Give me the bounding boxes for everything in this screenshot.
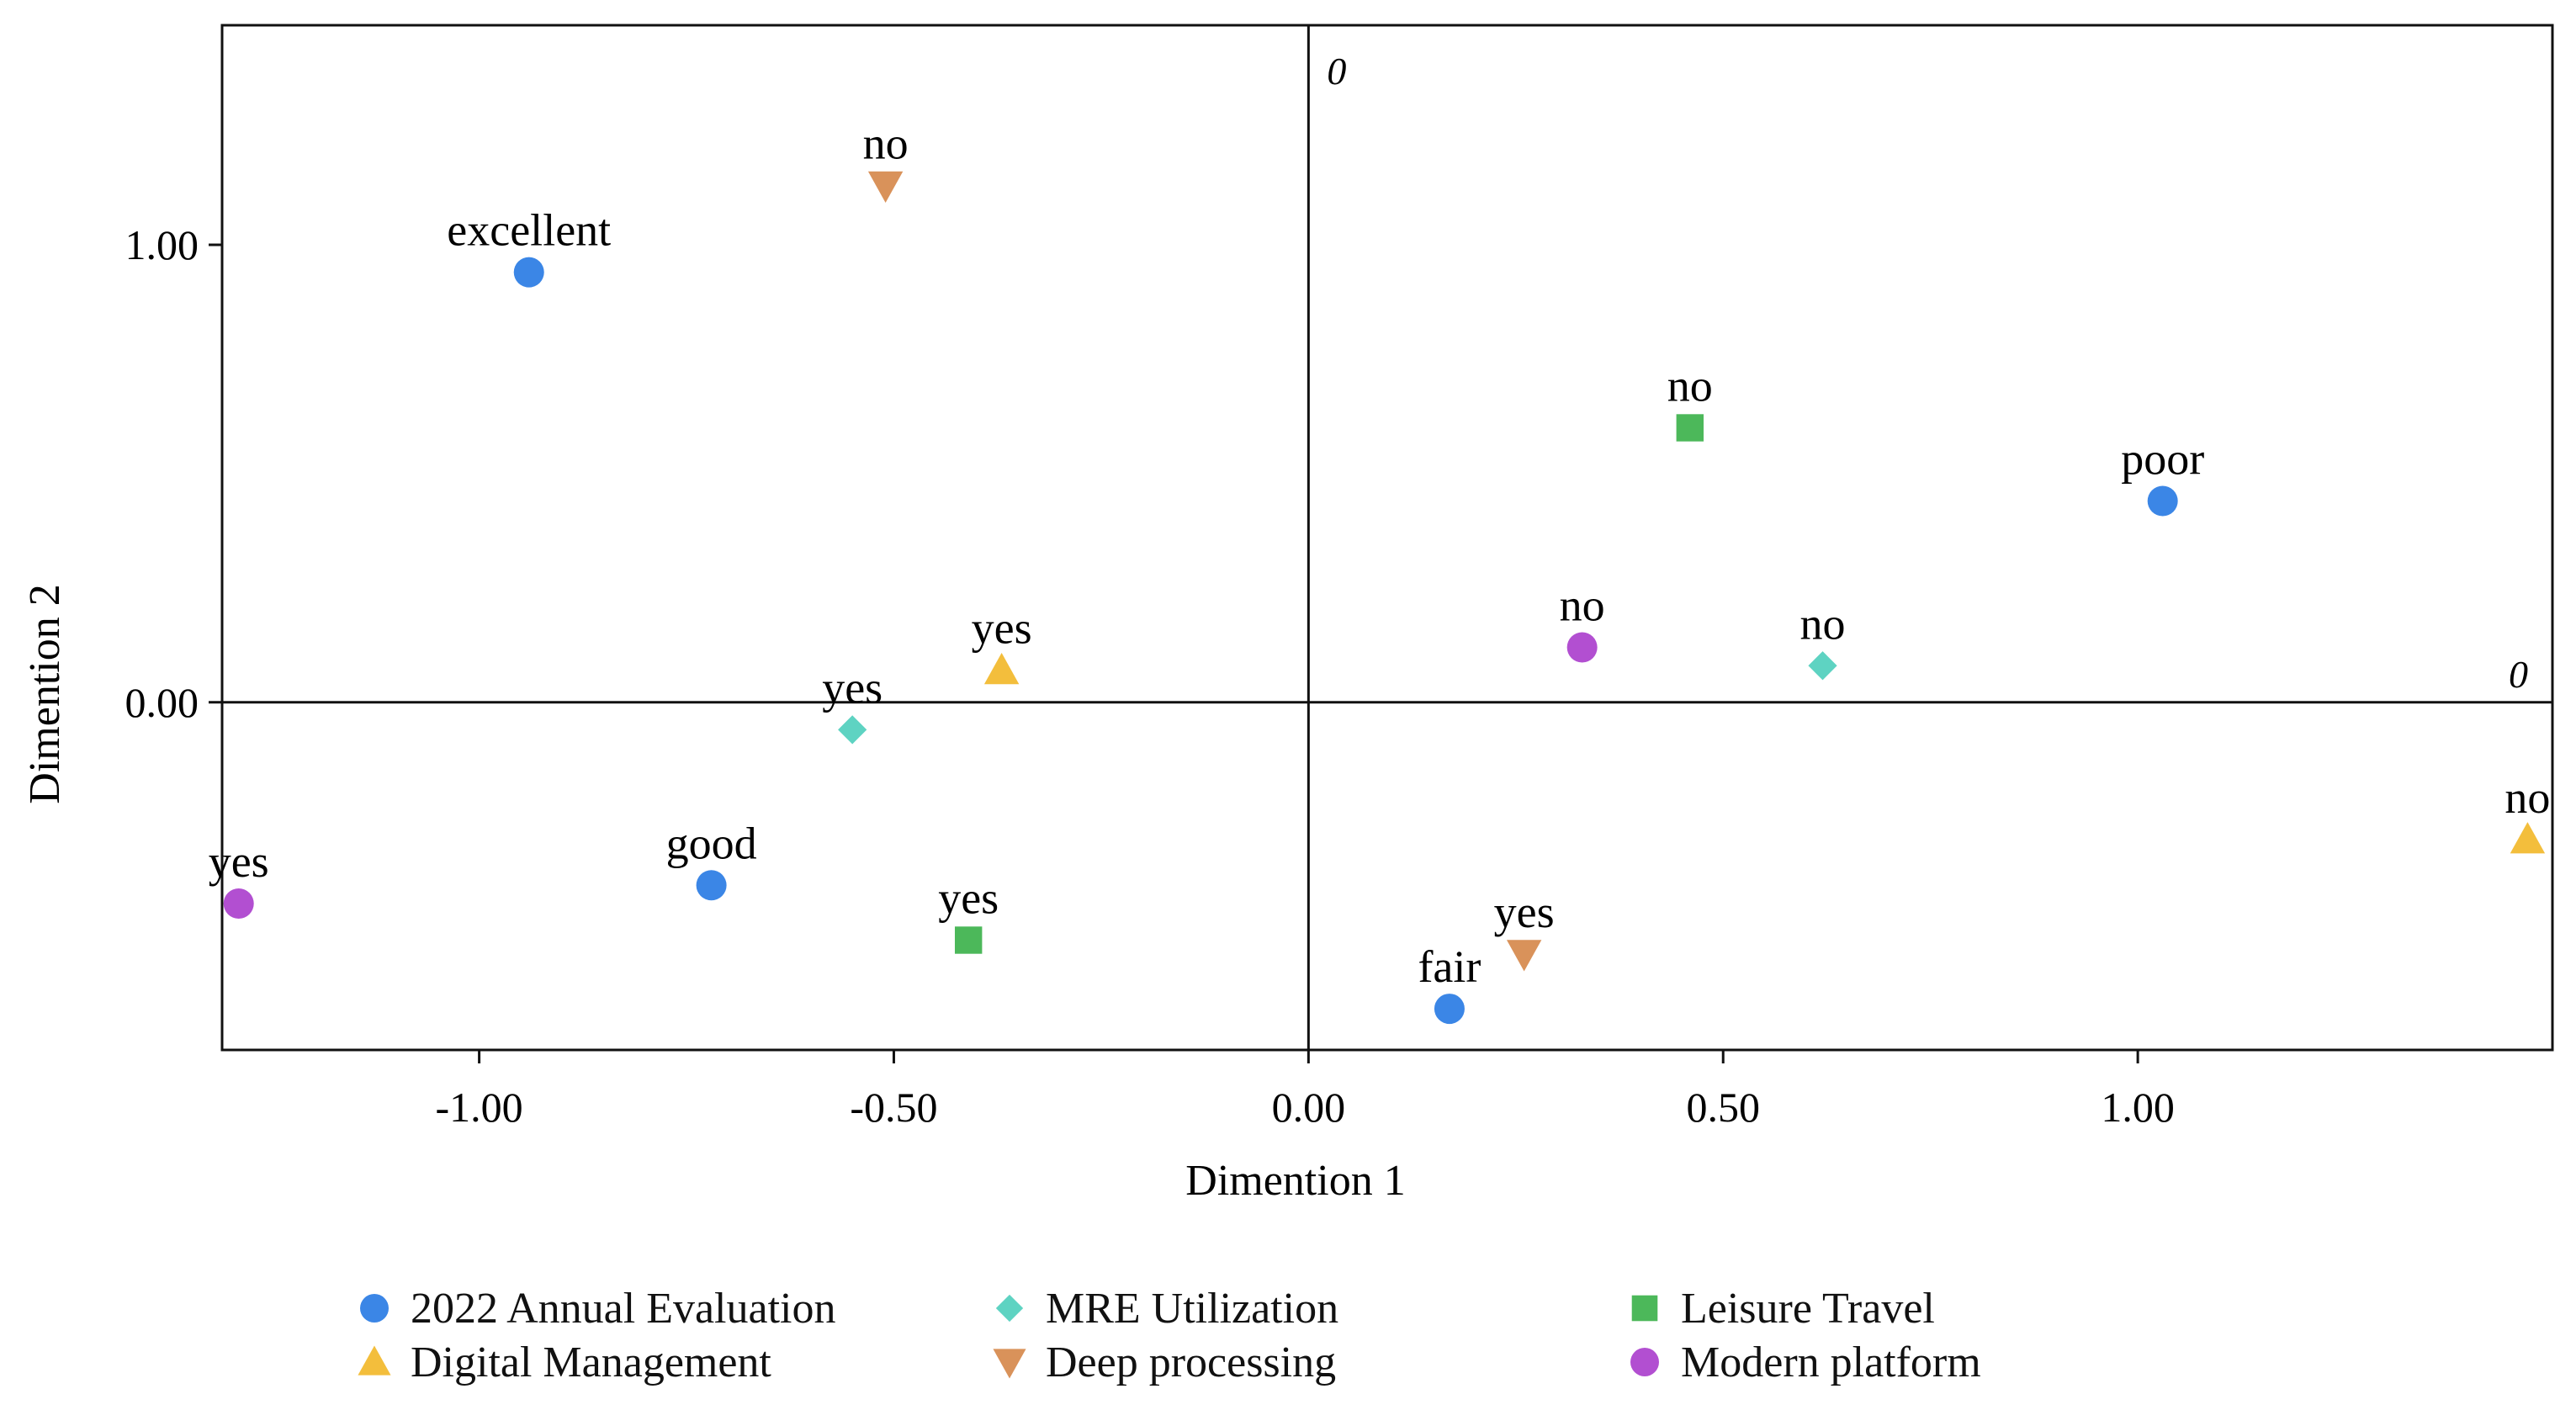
point-label: poor	[2121, 434, 2204, 485]
legend-item: Deep processing	[989, 1337, 1336, 1387]
point-label: no	[1667, 361, 1713, 411]
y-tick-label: 1.00	[125, 221, 199, 268]
data-point	[838, 715, 867, 745]
legend-item: Digital Management	[353, 1337, 771, 1387]
x-axis-label: Dimention 1	[1185, 1157, 1405, 1205]
legend-label: Modern platform	[1681, 1338, 1981, 1386]
plot-frame	[220, 24, 2554, 1052]
point-label: yes	[209, 836, 269, 887]
x-tick-label: -1.00	[436, 1084, 523, 1131]
data-point	[1506, 940, 1542, 972]
data-point	[513, 257, 544, 288]
legend-item: 2022 Annual Evaluation	[353, 1283, 835, 1333]
legend-label: MRE Utilization	[1046, 1284, 1339, 1333]
legend-marker-shape	[1631, 1295, 1658, 1322]
data-point	[954, 926, 983, 954]
legend-item: Leisure Travel	[1624, 1283, 1935, 1333]
legend-marker-icon	[989, 1341, 1031, 1383]
y-axis-label: Dimention 2	[21, 584, 69, 803]
point-label: yes	[822, 662, 883, 713]
legend-label: Digital Management	[411, 1338, 771, 1386]
point-label: no	[2504, 772, 2550, 823]
data-point	[867, 171, 904, 204]
point-label: yes	[972, 603, 1032, 654]
legend-marker-shape	[360, 1294, 389, 1323]
legend-marker-icon	[353, 1287, 395, 1329]
legend-label: Deep processing	[1046, 1338, 1337, 1386]
point-label: no	[1800, 598, 1846, 649]
legend-marker-icon	[1624, 1287, 1666, 1329]
legend-marker-icon	[1624, 1341, 1666, 1383]
x-tick-label: 1.00	[2101, 1084, 2175, 1131]
horizontal-line-zero-label: 0	[2509, 653, 2528, 696]
legend-marker-shape	[1630, 1348, 1659, 1376]
data-point	[1566, 632, 1598, 663]
legend-marker-shape	[358, 1345, 391, 1376]
x-tick-label: 0.00	[1272, 1084, 1346, 1131]
legend-label: Leisure Travel	[1681, 1284, 1935, 1333]
legend-label: 2022 Annual Evaluation	[411, 1284, 836, 1333]
legend-marker-shape	[993, 1349, 1026, 1379]
data-point	[1808, 651, 1837, 681]
data-point	[2510, 822, 2546, 854]
legend: 2022 Annual Evaluation Digital Management…	[353, 1283, 2204, 1401]
x-tick-label: 0.50	[1686, 1084, 1760, 1131]
data-point	[2147, 485, 2178, 517]
data-point	[696, 870, 727, 901]
point-label: yes	[938, 873, 999, 924]
data-point	[983, 652, 1020, 685]
y-tick-label: 0.00	[125, 679, 199, 726]
legend-marker-icon	[989, 1287, 1031, 1329]
point-label: good	[666, 818, 757, 868]
data-point	[1434, 994, 1465, 1025]
legend-item: MRE Utilization	[989, 1283, 1338, 1333]
data-point	[1676, 414, 1704, 442]
point-label: no	[1560, 580, 1605, 631]
point-label: no	[863, 118, 909, 168]
vertical-line-zero-label: 0	[1327, 50, 1346, 93]
data-point	[223, 888, 254, 919]
legend-item: Modern platform	[1624, 1337, 1981, 1387]
point-label: fair	[1418, 941, 1481, 992]
legend-marker-shape	[995, 1294, 1024, 1323]
point-label: yes	[1494, 887, 1555, 937]
point-label: excellent	[447, 205, 611, 256]
legend-marker-icon	[353, 1341, 395, 1383]
x-tick-label: -0.50	[850, 1084, 937, 1131]
